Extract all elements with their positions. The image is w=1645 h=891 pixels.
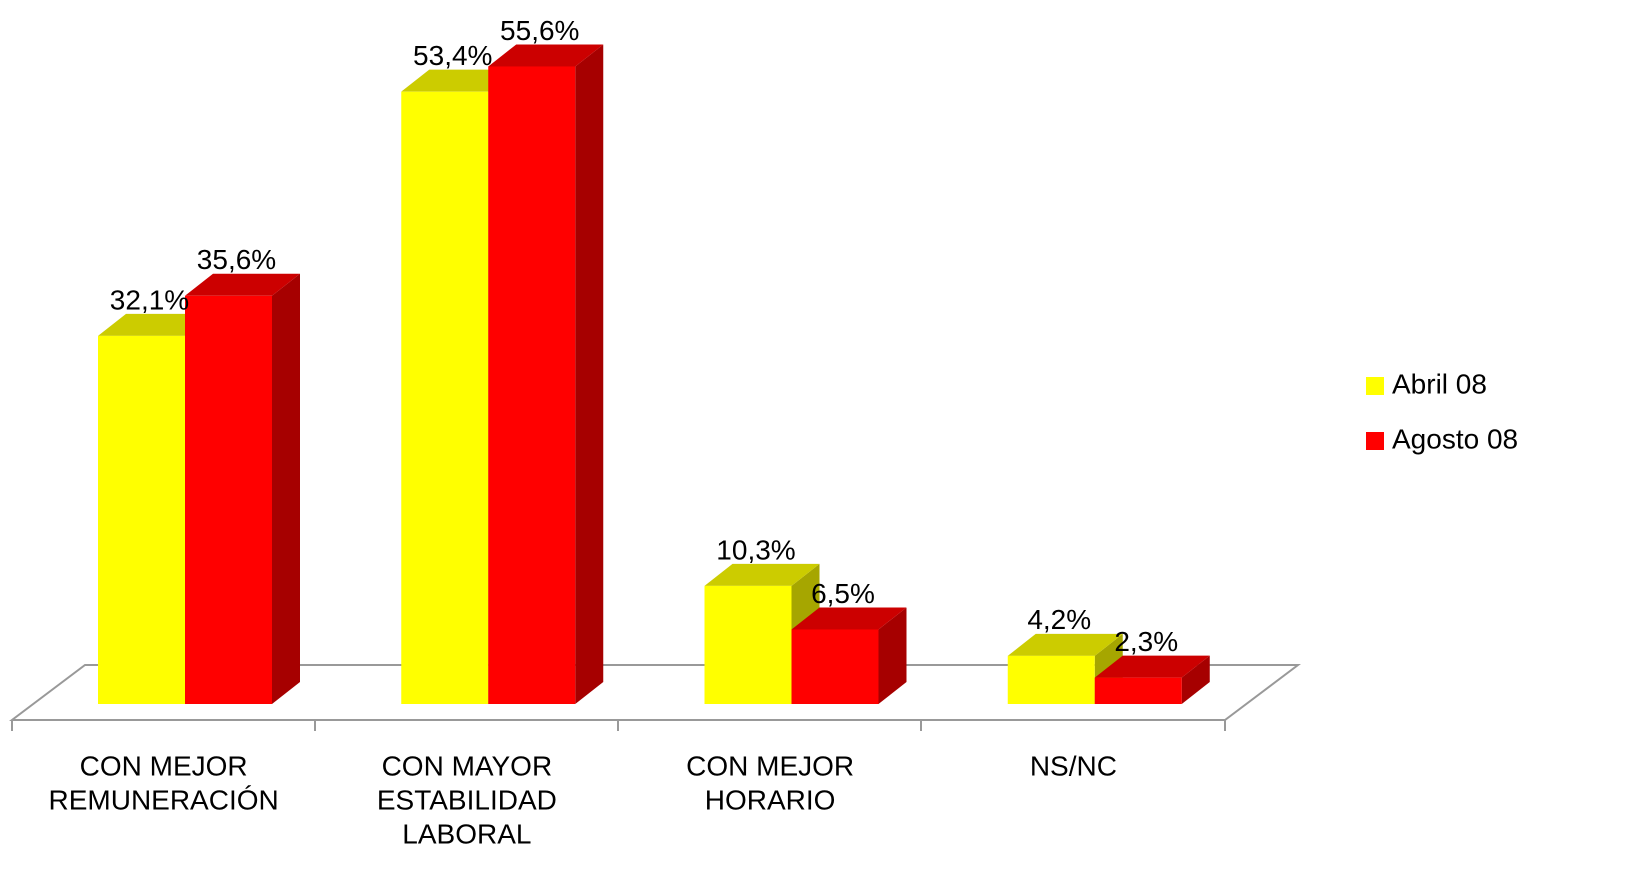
- bar: [401, 91, 489, 705]
- bar: [488, 66, 576, 705]
- bar: [704, 585, 792, 704]
- legend-swatch: [1366, 377, 1384, 395]
- legend-label: Agosto 08: [1392, 423, 1518, 454]
- bar-top: [1094, 655, 1210, 678]
- x-tick-label: HORARIO: [705, 784, 836, 815]
- data-label: 4,2%: [1027, 604, 1091, 635]
- bar: [98, 335, 185, 704]
- bar-top: [98, 313, 213, 336]
- bar: [1007, 655, 1095, 704]
- legend-swatch: [1366, 432, 1384, 450]
- x-tick-label: REMUNERACIÓN: [49, 784, 279, 815]
- bar: [1094, 677, 1182, 704]
- data-label: 10,3%: [716, 534, 795, 565]
- bar-top: [1007, 633, 1123, 656]
- x-tick-label: NS/NC: [1030, 750, 1117, 781]
- bar: [185, 295, 272, 704]
- bar-top: [401, 69, 517, 92]
- bar: [791, 629, 879, 704]
- floor: [9, 664, 1301, 721]
- bar-top: [488, 44, 604, 67]
- data-label: 53,4%: [413, 40, 492, 71]
- data-label: 6,5%: [811, 578, 875, 609]
- legend-label: Abril 08: [1392, 368, 1487, 399]
- bar-top: [791, 607, 907, 630]
- data-label: 32,1%: [110, 284, 189, 315]
- x-tick-label: CON MEJOR: [686, 750, 854, 781]
- x-tick-label: CON MAYOR: [382, 750, 553, 781]
- x-tick-label: CON MEJOR: [80, 750, 248, 781]
- bar-side: [1181, 655, 1210, 704]
- data-label: 55,6%: [500, 15, 579, 46]
- bar-side: [878, 607, 907, 704]
- bar-top: [704, 563, 820, 586]
- bar-side: [575, 44, 604, 705]
- bar-top: [185, 273, 300, 296]
- data-label: 2,3%: [1114, 626, 1178, 657]
- data-label: 35,6%: [197, 244, 276, 275]
- bar-side: [272, 273, 300, 704]
- category-ticks: [11, 720, 1226, 731]
- x-tick-label: LABORAL: [402, 818, 531, 849]
- x-tick-label: ESTABILIDAD: [377, 784, 557, 815]
